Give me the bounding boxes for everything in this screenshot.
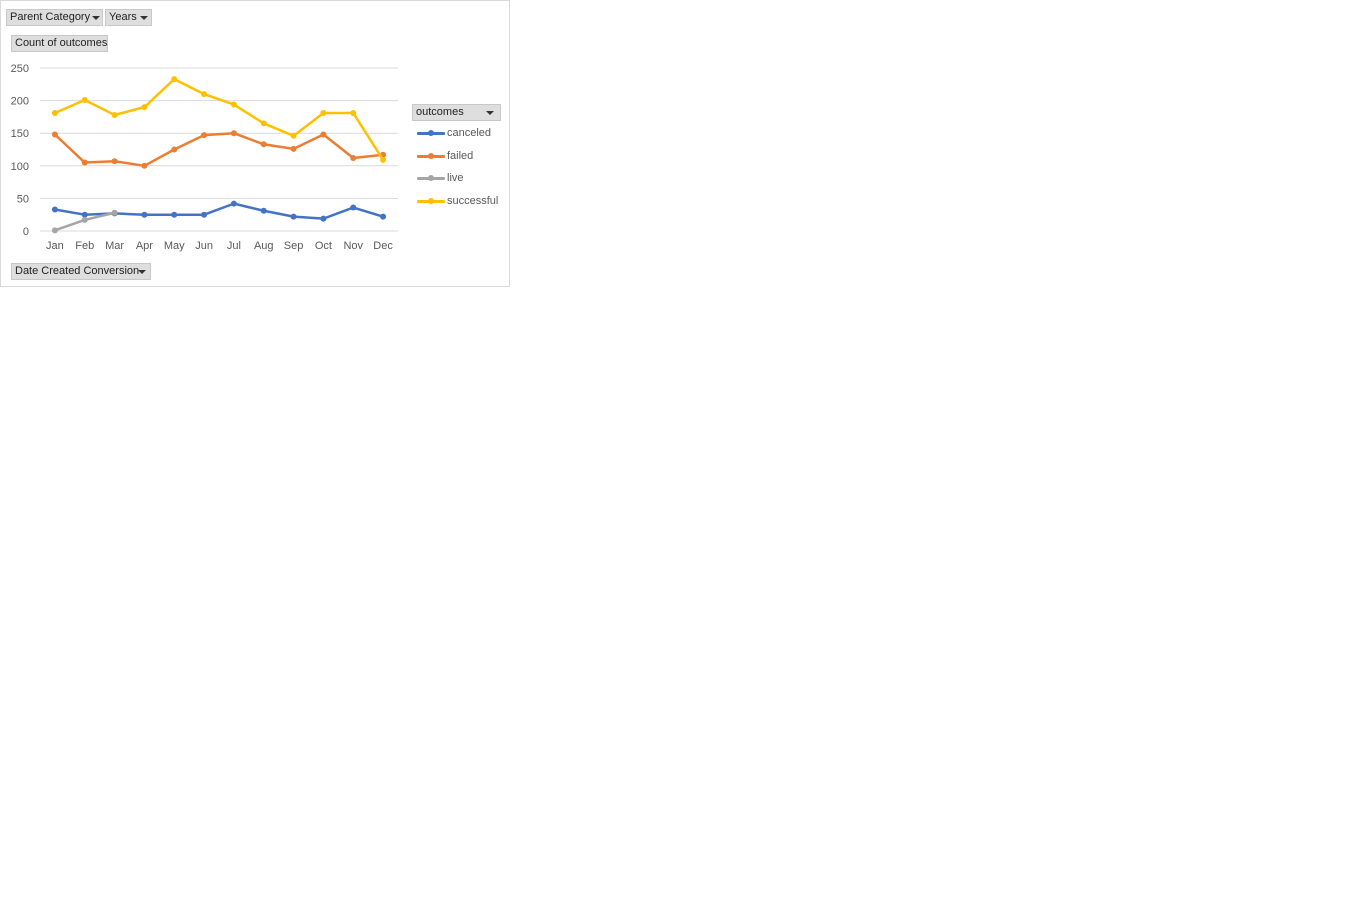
chevron-down-icon (486, 111, 494, 115)
chevron-down-icon (140, 16, 148, 20)
legend-item-canceled: canceled (416, 126, 511, 140)
data-point-failed (51, 131, 58, 138)
data-point-canceled (350, 204, 357, 211)
legend-field-label: outcomes (416, 106, 464, 118)
data-point-successful (201, 91, 208, 98)
data-point-successful (141, 104, 148, 111)
value-field-label: Count of outcomes (15, 37, 108, 49)
data-point-canceled (290, 213, 297, 220)
data-point-failed (230, 130, 237, 137)
data-point-canceled (81, 211, 88, 218)
data-point-canceled (260, 207, 267, 214)
data-point-successful (230, 101, 237, 108)
x-tick-label: Jun (195, 240, 213, 252)
data-point-canceled (320, 215, 327, 222)
data-point-failed (171, 146, 178, 153)
data-point-successful (320, 109, 327, 116)
data-point-failed (350, 154, 357, 161)
series-line-failed (53, 131, 385, 168)
y-tick-label: 50 (17, 193, 29, 205)
x-tick-label: Sep (284, 240, 304, 252)
data-point-successful (380, 156, 387, 163)
data-point-successful (51, 109, 58, 116)
legend-marker-canceled (428, 130, 434, 136)
data-point-failed (320, 131, 327, 138)
data-point-successful (111, 111, 118, 118)
pivot-chart: Parent Category Years Count of outcomes … (0, 0, 510, 287)
data-point-live (81, 216, 88, 223)
data-point-live (111, 209, 118, 216)
data-point-successful (171, 76, 178, 83)
x-tick-label: Jul (227, 240, 241, 252)
x-tick-label: May (164, 240, 185, 252)
data-point-canceled (141, 211, 148, 218)
x-tick-label: Feb (75, 240, 94, 252)
legend-marker-failed (428, 153, 434, 159)
chevron-down-icon (92, 16, 100, 20)
plot-area: 0 50 100 150 200 250 Jan Feb Mar Apr May Jun Jul Aug… (11, 63, 398, 252)
y-tick-label: 0 (23, 226, 29, 238)
y-tick-label: 200 (11, 96, 29, 108)
data-point-canceled (380, 213, 387, 220)
x-tick-label: Apr (136, 240, 153, 252)
data-point-successful (260, 120, 267, 127)
data-point-live (51, 227, 58, 234)
data-point-successful (290, 132, 297, 139)
data-point-successful (81, 96, 88, 103)
legend-field-button[interactable]: outcomes (412, 104, 501, 121)
axis-field-label: Date Created Conversion (15, 265, 140, 277)
y-tick-label: 150 (11, 128, 29, 140)
x-tick-label: Jan (46, 240, 64, 252)
axis-field-button[interactable]: Date Created Conversion (11, 263, 151, 280)
series-line-successful (53, 77, 385, 162)
legend-marker-successful (428, 198, 434, 204)
parent-category-filter-label: Parent Category (10, 11, 91, 23)
data-point-canceled (51, 206, 58, 213)
data-point-failed (111, 158, 118, 165)
years-filter-button[interactable]: Years (105, 9, 152, 26)
data-point-failed (290, 145, 297, 152)
data-point-failed (141, 162, 148, 169)
legend-label-failed: failed (447, 150, 474, 162)
data-point-failed (260, 141, 267, 148)
legend-label-canceled: canceled (447, 127, 492, 139)
y-tick-label: 250 (11, 63, 29, 75)
value-field-button[interactable]: Count of outcomes (11, 35, 108, 52)
years-filter-label: Years (109, 11, 137, 23)
data-point-canceled (230, 200, 237, 207)
y-tick-label: 100 (11, 161, 29, 173)
x-tick-label: Nov (343, 240, 363, 252)
data-point-canceled (201, 211, 208, 218)
x-tick-label: Dec (373, 240, 393, 252)
data-point-failed (201, 132, 208, 139)
legend-marker-live (428, 175, 434, 181)
x-tick-label: Aug (254, 240, 274, 252)
legend-label-live: live (447, 172, 464, 184)
data-point-failed (81, 159, 88, 166)
data-point-successful (350, 109, 357, 116)
legend-item-successful: successful (416, 194, 511, 208)
parent-category-filter-button[interactable]: Parent Category (6, 9, 103, 26)
chevron-down-icon (138, 270, 146, 274)
legend-item-live: live (416, 171, 511, 185)
data-point-canceled (171, 211, 178, 218)
x-tick-label: Oct (315, 240, 332, 252)
legend-item-failed: failed (416, 149, 511, 163)
x-tick-label: Mar (105, 240, 124, 252)
legend-label-successful: successful (447, 195, 499, 207)
